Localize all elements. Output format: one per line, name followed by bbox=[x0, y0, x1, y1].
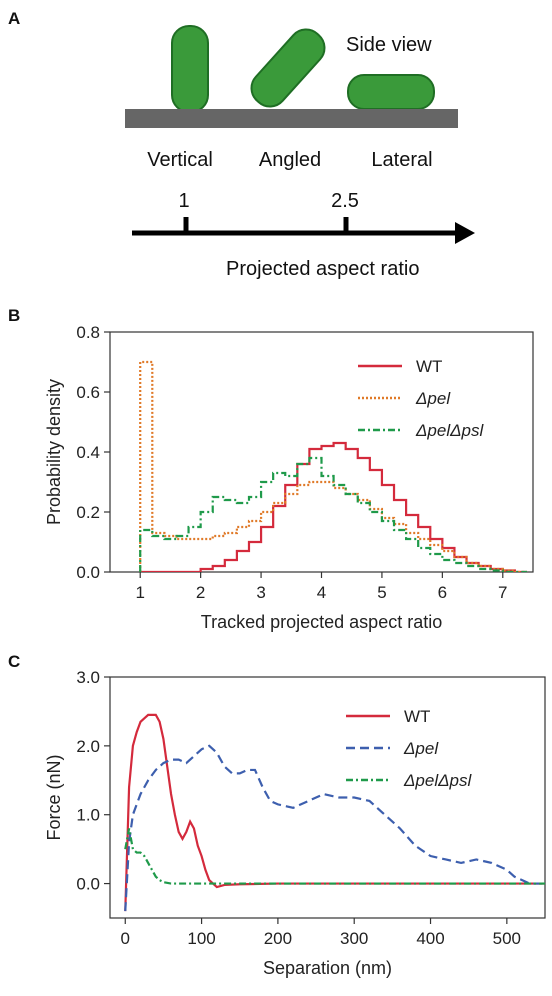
panel-c-letter: C bbox=[8, 652, 20, 671]
x-tick-label: 2 bbox=[196, 583, 205, 602]
y-tick-label: 3.0 bbox=[76, 668, 100, 687]
x-tick-label: 300 bbox=[340, 929, 368, 948]
legend-label: WT bbox=[404, 707, 430, 726]
legend-label: ΔpelΔpsl bbox=[415, 421, 484, 440]
x-tick-label: 7 bbox=[498, 583, 507, 602]
chart-c: 0.0 1.0 2.0 3.0 0 100 200 300 400 500 Separation (… bbox=[44, 668, 546, 978]
x-tick-label: 500 bbox=[493, 929, 521, 948]
panel-c: C 0.0 1.0 2.0 3.0 0 100 200 300 400 500 Separation… bbox=[8, 652, 546, 978]
x-tick-label: 1 bbox=[135, 583, 144, 602]
scale-arrow-head-icon bbox=[455, 222, 475, 244]
legend-label: Δpel bbox=[403, 739, 439, 758]
orientation-label-vertical: Vertical bbox=[147, 149, 213, 171]
series-line-2 bbox=[124, 828, 545, 885]
legend-label: Δpel bbox=[415, 389, 451, 408]
series-line-1 bbox=[124, 744, 545, 912]
vertical-cell-icon bbox=[171, 25, 209, 113]
x-tick-label: 6 bbox=[438, 583, 447, 602]
angled-cell-icon bbox=[250, 28, 326, 108]
y-tick-label: 2.0 bbox=[76, 737, 100, 756]
panel-b: B 0.0 0.2 0.4 0.6 0.8 1 2 3 4 5 6 7 Tracked projecte… bbox=[8, 306, 534, 632]
surface-bar bbox=[125, 109, 458, 128]
y-tick-label: 0.2 bbox=[76, 503, 100, 522]
panel-a-letter: A bbox=[8, 9, 20, 28]
plot-frame bbox=[109, 676, 546, 919]
scale-mark-label-2-5: 2.5 bbox=[331, 190, 359, 212]
y-tick-label: 0.0 bbox=[76, 563, 100, 582]
orientation-label-angled: Angled bbox=[259, 149, 321, 171]
x-tick-label: 400 bbox=[416, 929, 444, 948]
series-line-0 bbox=[124, 713, 545, 912]
scale-mark-label-1: 1 bbox=[178, 190, 189, 212]
x-tick-label: 200 bbox=[264, 929, 292, 948]
y-tick-label: 1.0 bbox=[76, 806, 100, 825]
lateral-cell-icon bbox=[347, 74, 435, 110]
chart-b: 0.0 0.2 0.4 0.6 0.8 1 2 3 4 5 6 7 Tracked projected … bbox=[44, 323, 534, 632]
y-tick-label: 0.4 bbox=[76, 443, 100, 462]
y-tick-label: 0.8 bbox=[76, 323, 100, 342]
y-tick-label: 0.6 bbox=[76, 383, 100, 402]
series-line-0 bbox=[140, 441, 527, 572]
panel-a: A Side view Vertical Angled Lateral 1 2.… bbox=[8, 9, 475, 280]
x-tick-label: 100 bbox=[187, 929, 215, 948]
legend-label: ΔpelΔpsl bbox=[403, 771, 472, 790]
scale-axis-label: Projected aspect ratio bbox=[226, 258, 419, 280]
legend-label: WT bbox=[416, 357, 442, 376]
y-tick-label: 0.0 bbox=[76, 875, 100, 894]
series-line-1 bbox=[139, 360, 527, 572]
x-axis-title: Separation (nm) bbox=[263, 958, 392, 978]
x-tick-label: 5 bbox=[377, 583, 386, 602]
panel-b-letter: B bbox=[8, 306, 20, 325]
x-tick-label: 0 bbox=[121, 929, 130, 948]
y-axis-title: Force (nN) bbox=[44, 754, 64, 840]
orientation-label-lateral: Lateral bbox=[371, 149, 432, 171]
x-tick-label: 4 bbox=[317, 583, 326, 602]
side-view-label: Side view bbox=[346, 34, 432, 56]
series-line-2 bbox=[139, 456, 527, 572]
x-tick-label: 3 bbox=[256, 583, 265, 602]
x-axis-title: Tracked projected aspect ratio bbox=[201, 612, 442, 632]
y-axis-title: Probability density bbox=[44, 379, 64, 525]
